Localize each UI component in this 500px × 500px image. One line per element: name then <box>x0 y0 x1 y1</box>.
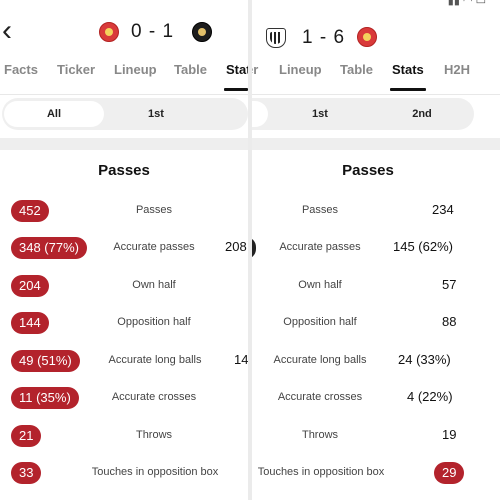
tabs-divider <box>252 94 500 95</box>
stat-row: 49 (51%) Accurate long balls 14 <box>0 350 248 372</box>
period-all-button[interactable]: All <box>4 101 104 127</box>
stat-row: 204 Own half <box>0 275 248 297</box>
stat-label: Throws <box>301 429 339 441</box>
away-value: 57 <box>442 277 457 292</box>
stat-label: Accurate long balls <box>108 354 202 366</box>
active-tab-indicator <box>390 88 426 91</box>
period-2nd-button[interactable] <box>208 98 248 130</box>
active-tab-indicator <box>224 88 248 91</box>
stat-row: Opposition half 88 <box>252 312 500 334</box>
tab-h2h[interactable]: H2H <box>444 62 471 77</box>
match-score: 1 - 6 <box>302 27 346 48</box>
stat-label: Touches in opposition box <box>91 466 219 478</box>
stat-row: Own half 57 <box>252 275 500 297</box>
match-tabs: er Lineup Table Stats H2H <box>252 54 500 94</box>
stat-row: Touches in opposition box 29 <box>252 462 500 484</box>
stat-label: Opposition half <box>117 316 191 328</box>
match-header: ▮▮ ◠ ▭ 1 - 6 <box>252 0 500 60</box>
away-value: 145 (62%) <box>393 239 453 254</box>
away-value: 88 <box>442 314 457 329</box>
period-selector: 1st 2nd <box>252 98 474 130</box>
section-title: Passes <box>342 162 394 179</box>
passes-card: Passes Passes 234 Accurate passes 145 (6… <box>252 150 500 500</box>
home-value-pill: 49 (51%) <box>11 350 80 372</box>
match-tabs: Facts Ticker Lineup Table Stat <box>0 54 248 94</box>
away-value-pill: 29 <box>434 462 465 484</box>
away-value: 234 <box>432 202 454 217</box>
stat-row: Passes 234 <box>252 200 500 222</box>
away-value: 208 <box>225 239 247 254</box>
stat-label: Accurate long balls <box>273 354 367 366</box>
tab-ticker[interactable]: Ticker <box>57 62 96 77</box>
stat-label: Accurate crosses <box>111 391 197 403</box>
home-team-crest-icon[interactable] <box>99 22 119 42</box>
stat-row: Accurate crosses 4 (22%) <box>252 387 500 409</box>
home-value-pill: 11 (35%) <box>11 387 79 409</box>
away-team-crest-icon[interactable] <box>192 22 212 42</box>
stat-label: Passes <box>301 204 339 216</box>
stat-label: Own half <box>298 279 342 291</box>
tab-lineup[interactable]: Lineup <box>279 62 322 77</box>
away-value: 4 (22%) <box>407 389 453 404</box>
tab-ticker[interactable]: er <box>252 62 259 77</box>
stat-label: Throws <box>135 429 173 441</box>
home-value-pill: 204 <box>11 275 49 297</box>
home-value-pill: 452 <box>11 200 49 222</box>
period-selector: All 1st <box>2 98 248 130</box>
section-title: Passes <box>98 162 150 179</box>
home-value-pill: 144 <box>11 312 49 334</box>
section-gap <box>0 138 248 150</box>
away-value: 24 (33%) <box>398 352 451 367</box>
stat-label: Accurate crosses <box>277 391 363 403</box>
tab-lineup[interactable]: Lineup <box>114 62 157 77</box>
away-team-crest-icon[interactable] <box>357 27 377 47</box>
home-value-pill: 21 <box>11 425 42 447</box>
home-value-pill: 33 <box>11 462 42 484</box>
stat-label: Touches in opposition box <box>257 466 385 478</box>
stat-row: Throws 19 <box>252 425 500 447</box>
stat-label: Accurate passes <box>113 241 195 253</box>
stat-row: 21 Throws <box>0 425 248 447</box>
away-value: 19 <box>442 427 457 442</box>
stat-row: 33 Touches in opposition box <box>0 462 248 484</box>
period-1st-button[interactable]: 1st <box>312 108 328 120</box>
tab-stats[interactable]: Stat <box>226 62 248 77</box>
screenshot-divider <box>248 0 252 500</box>
passes-card: Passes 452 Passes 348 (77%) Accurate pas… <box>0 150 248 500</box>
away-value: 14 <box>234 352 248 367</box>
match-score: 0 - 1 <box>131 21 175 42</box>
period-1st-button[interactable]: 1st <box>148 108 164 120</box>
stat-label: Opposition half <box>283 316 357 328</box>
stat-row: 452 Passes <box>0 200 248 222</box>
match-header: ‹ 0 - 1 <box>0 0 248 60</box>
stat-row: 348 (77%) Accurate passes 208 <box>0 237 248 259</box>
period-2nd-button[interactable]: 2nd <box>412 108 432 120</box>
tab-facts[interactable]: Facts <box>4 62 38 77</box>
stat-label: Own half <box>132 279 176 291</box>
back-chevron-icon[interactable]: ‹ <box>2 14 12 47</box>
home-team-crest-icon[interactable] <box>266 28 286 48</box>
stat-row: 11 (35%) Accurate crosses <box>0 387 248 409</box>
tabs-divider <box>0 94 248 95</box>
left-match-stats-screen: ‹ 0 - 1 Facts Ticker Lineup Table Stat A… <box>0 0 248 500</box>
stat-row: Accurate long balls 24 (33%) <box>252 350 500 372</box>
stat-label: Passes <box>135 204 173 216</box>
section-gap <box>252 138 500 150</box>
home-value-pill: 348 (77%) <box>11 237 87 259</box>
status-bar-icon: ▮▮ ◠ ▭ <box>447 0 486 7</box>
period-all-button[interactable] <box>252 101 268 127</box>
tab-stats[interactable]: Stats <box>392 62 424 77</box>
stat-row: 144 Opposition half <box>0 312 248 334</box>
tab-table[interactable]: Table <box>340 62 373 77</box>
stat-row: Accurate passes 145 (62%) <box>252 237 500 259</box>
stat-label: Accurate passes <box>279 241 361 253</box>
home-value-pill <box>252 237 256 259</box>
right-match-stats-screen: ▮▮ ◠ ▭ 1 - 6 er Lineup Table Stats H2H 1… <box>252 0 500 500</box>
tab-table[interactable]: Table <box>174 62 207 77</box>
